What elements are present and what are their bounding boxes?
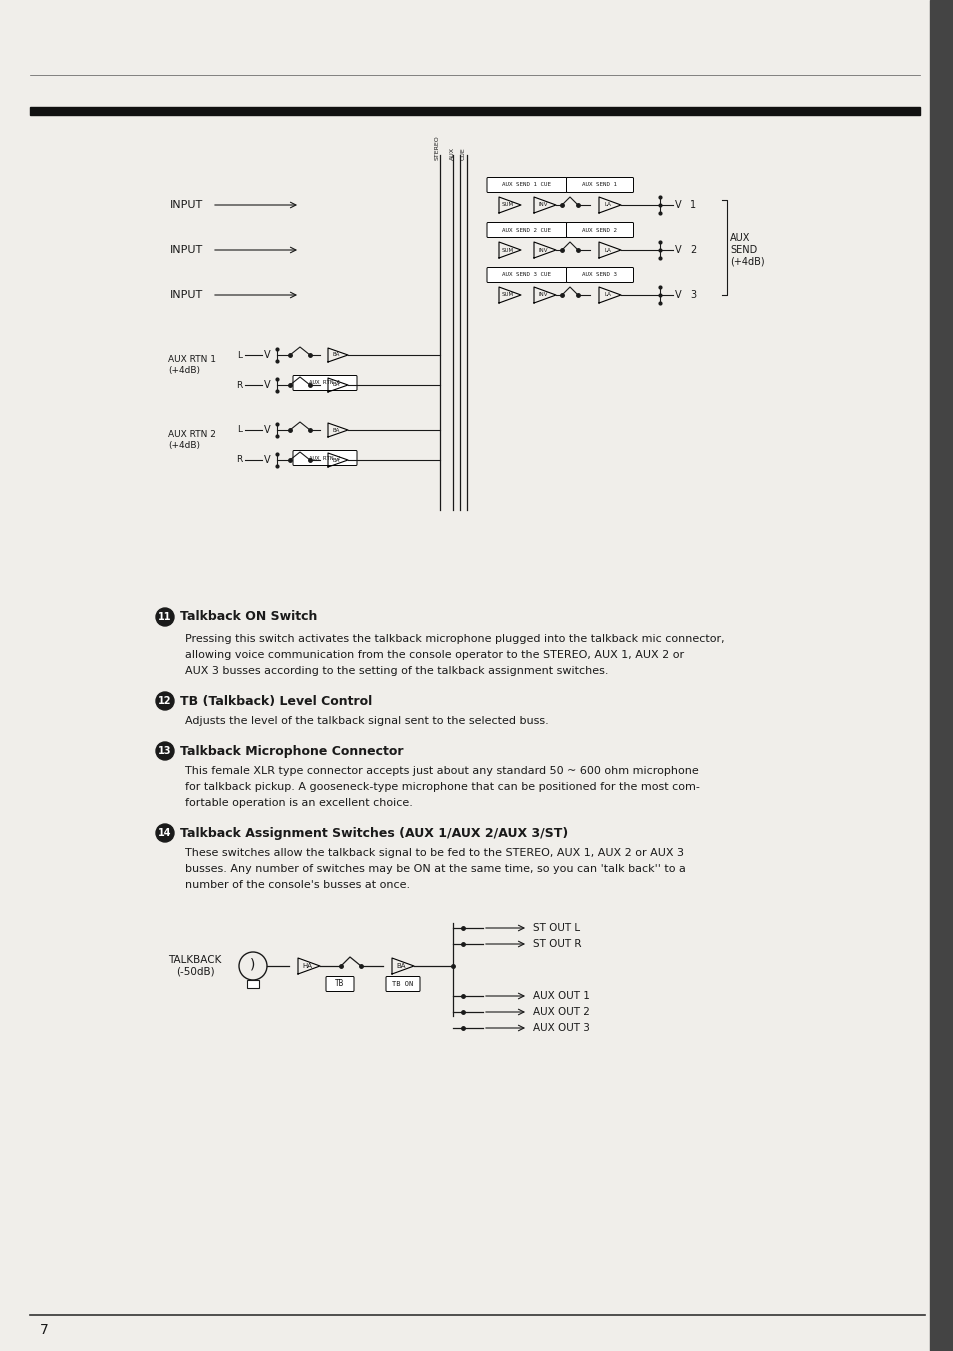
Text: ST OUT L: ST OUT L — [533, 923, 579, 934]
FancyBboxPatch shape — [566, 267, 633, 282]
Text: SUM: SUM — [501, 293, 514, 297]
Text: AUX RTN 2
(+4dB): AUX RTN 2 (+4dB) — [168, 431, 215, 450]
Circle shape — [156, 692, 173, 711]
FancyBboxPatch shape — [486, 223, 566, 238]
Text: V: V — [675, 290, 680, 300]
Text: 2: 2 — [689, 245, 696, 255]
Text: busses. Any number of switches may be ON at the same time, so you can 'talk back: busses. Any number of switches may be ON… — [185, 865, 685, 874]
Text: AUX OUT 3: AUX OUT 3 — [533, 1023, 589, 1034]
Text: allowing voice communication from the console operator to the STEREO, AUX 1, AUX: allowing voice communication from the co… — [185, 650, 683, 661]
Text: CUE: CUE — [460, 147, 465, 159]
Text: HA: HA — [302, 963, 312, 969]
Text: AUX RTN 1: AUX RTN 1 — [309, 381, 340, 385]
FancyBboxPatch shape — [293, 376, 356, 390]
Text: 12: 12 — [158, 696, 172, 707]
Text: Talkback Assignment Switches (AUX 1/AUX 2/AUX 3/ST): Talkback Assignment Switches (AUX 1/AUX … — [180, 827, 568, 839]
Circle shape — [156, 608, 173, 626]
Text: BA: BA — [332, 458, 339, 462]
Text: LA: LA — [604, 293, 611, 297]
Text: INPUT: INPUT — [170, 290, 203, 300]
Text: INV: INV — [537, 203, 547, 208]
Text: INPUT: INPUT — [170, 200, 203, 209]
Text: fortable operation is an excellent choice.: fortable operation is an excellent choic… — [185, 798, 413, 808]
Text: TB (Talkback) Level Control: TB (Talkback) Level Control — [180, 694, 372, 708]
Text: STEREO: STEREO — [434, 135, 439, 159]
Text: AUX SEND 1 CUE: AUX SEND 1 CUE — [502, 182, 551, 188]
Text: R: R — [235, 381, 242, 389]
Text: Pressing this switch activates the talkback microphone plugged into the talkback: Pressing this switch activates the talkb… — [185, 634, 724, 644]
FancyBboxPatch shape — [566, 223, 633, 238]
Text: AUX RTN 2: AUX RTN 2 — [309, 455, 340, 461]
Text: 1: 1 — [689, 200, 696, 209]
Circle shape — [156, 742, 173, 761]
Text: BA: BA — [332, 382, 339, 388]
Text: V: V — [264, 455, 271, 465]
Text: V: V — [675, 200, 680, 209]
Text: for talkback pickup. A gooseneck-type microphone that can be positioned for the : for talkback pickup. A gooseneck-type mi… — [185, 782, 700, 792]
Text: AUX SEND 2 CUE: AUX SEND 2 CUE — [502, 227, 551, 232]
Text: Talkback ON Switch: Talkback ON Switch — [180, 611, 317, 624]
Text: L: L — [236, 350, 242, 359]
Text: L: L — [236, 426, 242, 435]
Text: 13: 13 — [158, 746, 172, 757]
Text: AUX SEND 1: AUX SEND 1 — [582, 182, 617, 188]
Text: LA: LA — [604, 203, 611, 208]
Text: LA: LA — [604, 247, 611, 253]
Text: 14: 14 — [158, 828, 172, 838]
Text: These switches allow the talkback signal to be fed to the STEREO, AUX 1, AUX 2 o: These switches allow the talkback signal… — [185, 848, 683, 858]
Text: R: R — [235, 455, 242, 465]
Text: AUX SEND 2: AUX SEND 2 — [582, 227, 617, 232]
Text: number of the console's busses at once.: number of the console's busses at once. — [185, 880, 410, 890]
Text: AUX
SEND
(+4dB): AUX SEND (+4dB) — [729, 234, 763, 266]
Text: TB: TB — [335, 979, 344, 989]
Text: BA: BA — [332, 427, 339, 432]
Bar — [929, 0, 953, 1351]
Text: AUX OUT 1: AUX OUT 1 — [533, 992, 589, 1001]
Text: INV: INV — [537, 293, 547, 297]
Circle shape — [156, 824, 173, 842]
Text: INV: INV — [537, 247, 547, 253]
Text: SUM: SUM — [501, 203, 514, 208]
Text: AUX SEND 3 CUE: AUX SEND 3 CUE — [502, 273, 551, 277]
Text: This female XLR type connector accepts just about any standard 50 ~ 600 ohm micr: This female XLR type connector accepts j… — [185, 766, 698, 775]
FancyBboxPatch shape — [326, 977, 354, 992]
Text: Adjusts the level of the talkback signal sent to the selected buss.: Adjusts the level of the talkback signal… — [185, 716, 548, 725]
Bar — [30, 107, 919, 115]
FancyBboxPatch shape — [386, 977, 419, 992]
Text: SUM: SUM — [501, 247, 514, 253]
Text: 7: 7 — [40, 1323, 49, 1337]
FancyBboxPatch shape — [486, 177, 566, 192]
Text: V: V — [675, 245, 680, 255]
Text: Talkback Microphone Connector: Talkback Microphone Connector — [180, 744, 403, 758]
Text: 3: 3 — [689, 290, 696, 300]
Text: 11: 11 — [158, 612, 172, 621]
Text: AUX: AUX — [449, 147, 454, 159]
Text: BA: BA — [395, 963, 405, 969]
Text: ): ) — [250, 957, 255, 971]
Bar — [247, 979, 258, 988]
Text: TB ON: TB ON — [392, 981, 414, 988]
FancyBboxPatch shape — [293, 450, 356, 466]
Text: V: V — [264, 426, 271, 435]
Text: AUX 3 busses according to the setting of the talkback assignment switches.: AUX 3 busses according to the setting of… — [185, 666, 608, 676]
Text: V: V — [264, 380, 271, 390]
Text: ST OUT R: ST OUT R — [533, 939, 581, 948]
FancyBboxPatch shape — [486, 267, 566, 282]
FancyBboxPatch shape — [566, 177, 633, 192]
Text: AUX SEND 3: AUX SEND 3 — [582, 273, 617, 277]
Text: TALKBACK
(-50dB): TALKBACK (-50dB) — [168, 955, 221, 977]
Text: BA: BA — [332, 353, 339, 358]
Text: V: V — [264, 350, 271, 359]
Text: AUX RTN 1
(+4dB): AUX RTN 1 (+4dB) — [168, 355, 215, 374]
Text: INPUT: INPUT — [170, 245, 203, 255]
Text: AUX OUT 2: AUX OUT 2 — [533, 1006, 589, 1017]
